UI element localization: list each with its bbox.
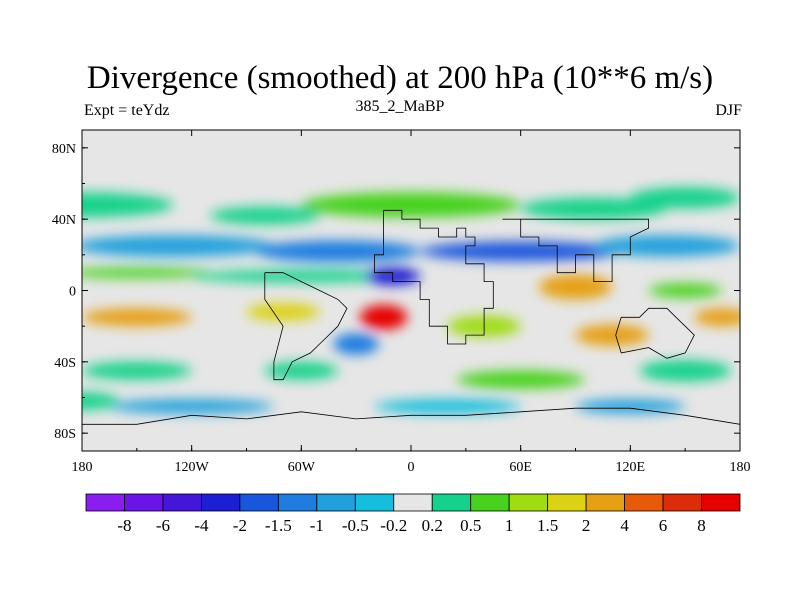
colorbar-label: 0.5 <box>460 516 481 535</box>
field-feature <box>648 283 722 298</box>
land-outline-path <box>502 218 649 282</box>
colorbar-swatch <box>393 493 433 512</box>
colorbar-swatch <box>470 493 510 512</box>
y-tick-label: 80S <box>54 427 76 442</box>
x-tick-label: 120E <box>616 460 646 475</box>
colorbar-swatch <box>624 493 664 512</box>
field-feature <box>82 192 174 218</box>
field-feature <box>264 361 338 380</box>
divergence-field <box>82 187 740 414</box>
field-feature <box>191 269 411 283</box>
experiment-label: Expt = teYdz <box>84 102 170 119</box>
y-tick-label: 80N <box>52 142 76 157</box>
field-feature <box>575 324 649 346</box>
x-tick-label: 180 <box>72 460 93 475</box>
plot-background <box>82 130 740 451</box>
field-feature <box>255 240 421 262</box>
field-feature <box>82 361 192 380</box>
x-tick-label: 180 <box>730 460 751 475</box>
y-tick-label: 0 <box>69 285 76 300</box>
field-feature <box>209 206 320 225</box>
x-tick-label: 60W <box>288 460 316 475</box>
colorbar-swatch <box>277 493 318 512</box>
field-feature <box>420 241 622 262</box>
field-feature <box>630 187 740 209</box>
x-tick-label: 60E <box>509 460 532 475</box>
colorbar-swatch <box>162 493 202 512</box>
y-axis: 80N 40N 0 40S 80S <box>52 142 740 442</box>
field-feature <box>82 308 192 327</box>
field-feature <box>359 304 408 330</box>
colorbar-label: -1.5 <box>265 516 292 535</box>
colorbar-label: 6 <box>659 516 668 535</box>
colorbar-swatch <box>701 493 741 512</box>
colorbar-label: -1 <box>310 516 324 535</box>
field-feature <box>301 192 521 218</box>
y-tick-label: 40N <box>52 213 76 228</box>
colorbar-swatch <box>124 493 164 512</box>
y-tick-label: 40S <box>54 356 76 371</box>
colorbar-label: 8 <box>697 516 706 535</box>
colorbar-label: 2 <box>582 516 591 535</box>
x-axis: 180 120W 60W 0 60E 120E 180 <box>72 130 751 475</box>
field-feature <box>333 333 380 355</box>
field-feature <box>82 267 210 279</box>
colorbar-swatch <box>585 493 625 512</box>
case-label: 385_2_MaBP <box>355 98 445 115</box>
colorbar-swatch <box>354 493 395 512</box>
x-tick-label: 120W <box>175 460 210 475</box>
field-feature <box>593 235 740 257</box>
colorbar-swatch <box>662 493 702 512</box>
land-outline-path <box>264 272 348 381</box>
field-feature <box>456 370 585 389</box>
chart-title: Divergence (smoothed) at 200 hPa (10**6 … <box>86 60 714 96</box>
x-tick-label: 0 <box>408 460 415 475</box>
land-outline <box>82 209 740 425</box>
field-feature <box>246 302 320 321</box>
colorbar-label: -4 <box>194 516 209 535</box>
field-feature <box>520 197 667 220</box>
field-feature <box>109 399 274 414</box>
colorbar-swatch <box>431 493 472 512</box>
colorbar-label: -0.2 <box>380 516 407 535</box>
colorbar-label: 0.2 <box>422 516 443 535</box>
colorbar-swatch <box>547 493 587 512</box>
land-outline-path <box>374 209 494 345</box>
colorbar-label: -2 <box>233 516 247 535</box>
land-outline-path <box>82 407 740 425</box>
field-feature <box>538 274 613 300</box>
colorbar-label: 1 <box>505 516 514 535</box>
colorbar-swatch <box>316 493 356 512</box>
field-feature <box>82 392 119 410</box>
field-feature <box>374 399 521 414</box>
colorbar-label: -0.5 <box>342 516 369 535</box>
season-label: DJF <box>715 102 742 119</box>
field-feature <box>575 399 686 414</box>
colorbar-label: 4 <box>620 516 629 535</box>
colorbar-swatch <box>508 493 549 512</box>
field-feature <box>639 360 731 382</box>
field-feature <box>694 308 740 327</box>
colorbar-label: 1.5 <box>537 516 558 535</box>
colorbar-swatch <box>85 493 125 512</box>
colorbar-label: -8 <box>117 516 131 535</box>
colorbar-swatch <box>201 493 241 512</box>
land-outline-path <box>615 307 695 359</box>
colorbar-label: -6 <box>156 516 170 535</box>
colorbar: -8 -6 -4 -2 -1.5 -1 -0.5 -0.2 0.2 0.5 1 1.5 2 4 6 8 <box>85 493 741 535</box>
colorbar-swatch <box>239 493 279 512</box>
field-feature <box>82 235 274 257</box>
